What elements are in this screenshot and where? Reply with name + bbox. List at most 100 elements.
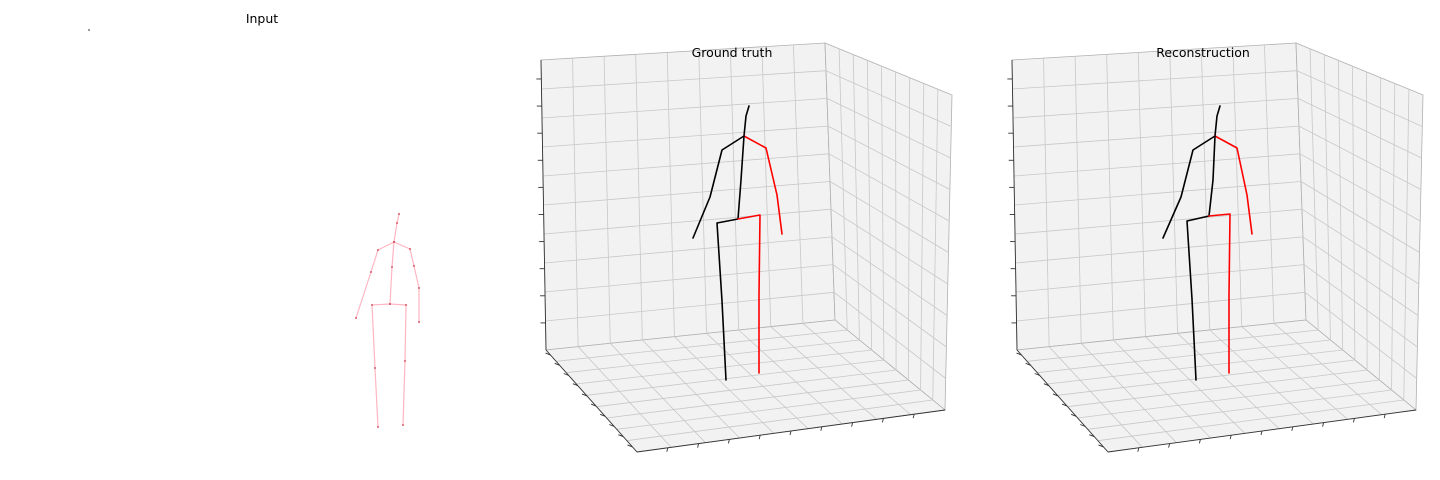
x-axis-tick — [1291, 426, 1294, 431]
grid-line — [1087, 389, 1392, 430]
grid-line — [544, 264, 834, 293]
grid-line — [770, 326, 877, 420]
x-axis-tick — [789, 430, 792, 436]
grid-line — [606, 379, 909, 419]
grid-line — [541, 70, 827, 90]
skeleton-limb-2 — [716, 135, 745, 381]
reconstruction-skeleton — [1162, 105, 1253, 381]
skeleton-limb-1 — [1214, 135, 1253, 235]
skeleton-limb-0 — [355, 213, 400, 319]
y-axis-tick — [1061, 403, 1068, 407]
grid-line — [544, 236, 833, 264]
input-skeleton — [355, 213, 420, 428]
reconstruction-3d-axes — [1007, 42, 1424, 453]
grid-line — [642, 339, 740, 439]
y-axis-tick — [609, 424, 615, 427]
joint-point — [371, 304, 373, 306]
ground-truth-title: Ground truth — [692, 45, 773, 60]
grid-line — [738, 329, 843, 425]
y-axis-tick — [1025, 362, 1031, 366]
joint-point — [413, 265, 415, 267]
joint-point — [377, 249, 379, 251]
grid-line — [1298, 125, 1422, 190]
grid-line — [1014, 181, 1302, 206]
x-axis-tick — [1168, 443, 1171, 448]
joint-point — [409, 248, 411, 250]
y-axis-tick — [1089, 434, 1095, 438]
grid-line — [543, 181, 831, 206]
x-axis-tick — [1322, 422, 1325, 427]
input-title: Input — [246, 11, 278, 26]
grid-line — [1015, 264, 1305, 293]
grid-line — [1300, 181, 1420, 253]
joint-point — [418, 287, 420, 289]
x-axis-tick — [1229, 435, 1232, 440]
y-axis-tick — [1034, 373, 1040, 376]
y-axis-tick — [1016, 352, 1022, 356]
joint-point — [370, 271, 372, 273]
grid-line — [829, 181, 949, 253]
back-pane — [1011, 42, 1307, 351]
x-axis-tick — [697, 443, 700, 448]
grid-line — [596, 369, 897, 408]
grid-line — [1013, 125, 1300, 148]
joint-point — [393, 241, 395, 243]
ground-truth-panel: Ground truth — [536, 42, 953, 453]
y-axis-tick — [1080, 424, 1086, 427]
grid-line — [577, 346, 672, 448]
grid-line — [802, 323, 912, 415]
x-axis-tick — [1383, 414, 1386, 419]
y-axis-line — [1016, 349, 1109, 453]
grid-line — [830, 208, 949, 285]
skeleton-limb-1 — [743, 135, 783, 235]
y-axis-tick — [563, 373, 569, 376]
grid-line — [827, 125, 951, 190]
grid-line — [1304, 291, 1417, 379]
grid-line — [1299, 153, 1421, 222]
skeleton-limb-0 — [1162, 105, 1221, 239]
grid-line — [833, 291, 946, 379]
reconstruction-panel: Reconstruction — [1007, 42, 1424, 453]
y-axis-tick — [554, 362, 560, 366]
grid-line — [826, 98, 951, 159]
x-axis-tick — [912, 414, 915, 419]
grid-line — [1016, 291, 1306, 322]
x-axis-tick — [1352, 418, 1355, 423]
x-axis-tick — [1260, 430, 1263, 436]
y-axis-line — [545, 349, 638, 453]
grid-line — [609, 343, 706, 443]
y-axis-tick — [545, 352, 551, 356]
joint-point — [377, 426, 379, 428]
grid-line — [1302, 236, 1419, 316]
grid-line — [1067, 369, 1368, 408]
grid-line — [556, 329, 848, 362]
y-axis-tick — [618, 434, 624, 438]
grid-line — [1080, 343, 1177, 443]
grid-line — [1012, 70, 1298, 90]
grid-line — [825, 70, 952, 127]
grid-line — [545, 291, 835, 322]
stray-point-marker — [88, 29, 90, 31]
joint-point — [398, 213, 400, 215]
grid-line — [541, 98, 828, 119]
grid-line — [1037, 339, 1331, 374]
y-axis-tick — [627, 444, 633, 448]
ground-truth-skeleton — [692, 105, 783, 381]
x-axis-tick — [666, 447, 669, 452]
input-panel: Input — [88, 11, 420, 428]
grid-line — [706, 333, 809, 429]
reconstruction-title: Reconstruction — [1156, 45, 1250, 60]
grid-line — [1241, 326, 1348, 420]
skeleton-limb-0 — [692, 105, 750, 239]
grid-line — [1048, 346, 1143, 448]
grid-line — [1097, 399, 1404, 442]
joint-point — [389, 303, 391, 305]
grid-line — [831, 236, 948, 316]
y-axis-tick — [1052, 393, 1059, 397]
x-axis-tick — [758, 435, 761, 440]
joint-point — [391, 266, 393, 268]
grid-line — [543, 208, 832, 235]
grid-line — [832, 264, 947, 348]
joint-point — [418, 321, 420, 323]
